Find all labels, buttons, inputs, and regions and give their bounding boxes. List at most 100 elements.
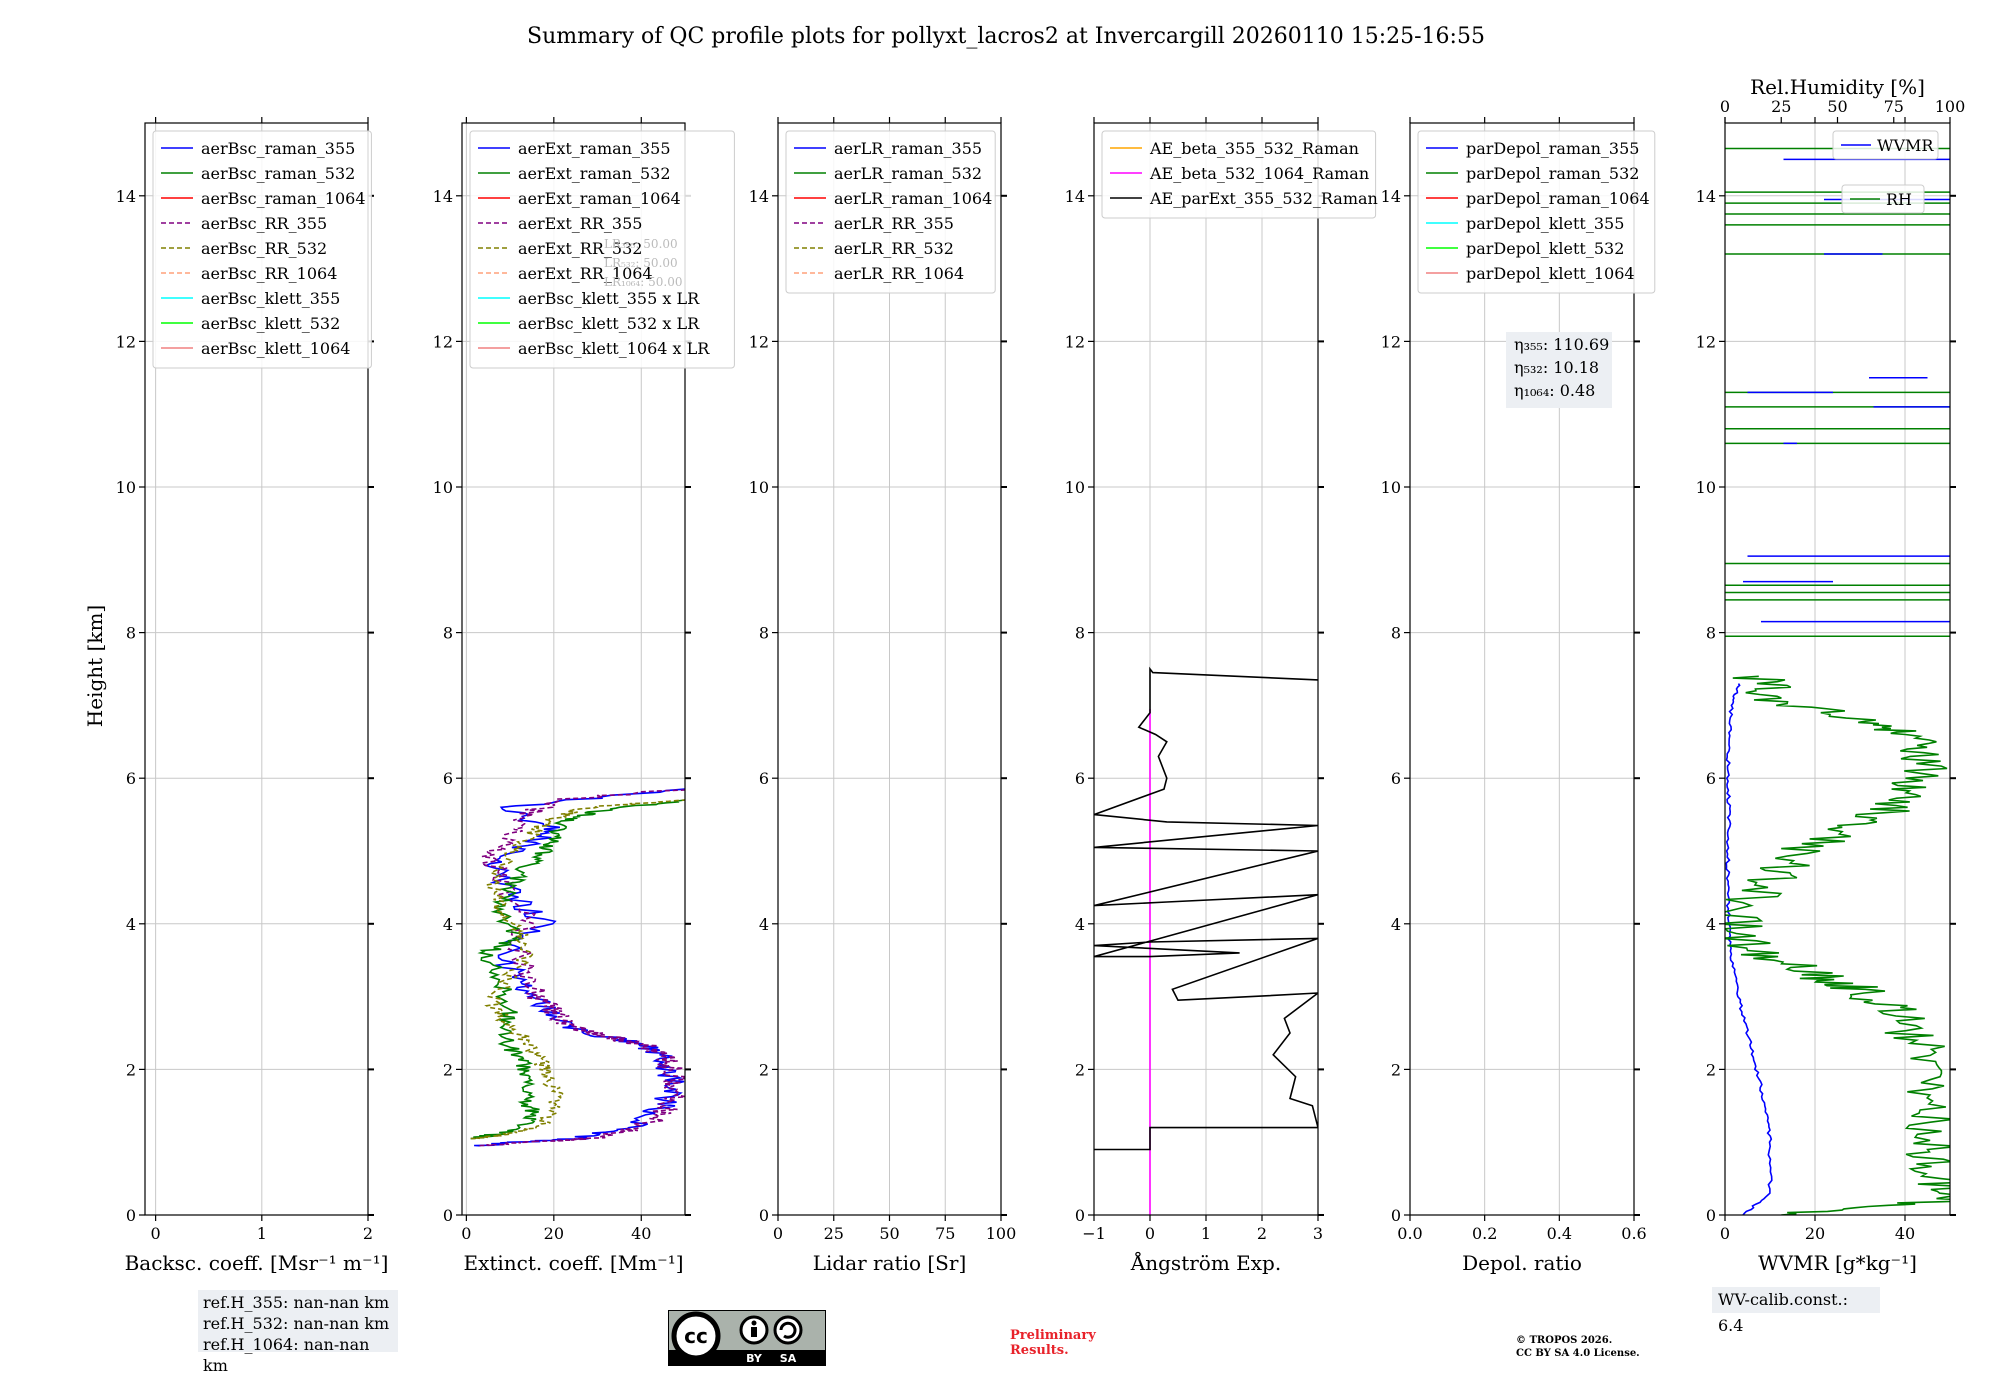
ref-height-355: ref.H_355: nan-nan km (203, 1293, 390, 1312)
y-tick-label: 8 (1706, 624, 1716, 643)
legend-label: RH (1886, 190, 1912, 209)
x-tick-label: 75 (935, 1224, 955, 1243)
y-tick-label: 6 (1706, 769, 1716, 788)
cc-icon (671, 1311, 721, 1361)
ref-height-532: ref.H_532: nan-nan km (203, 1314, 390, 1333)
cc-by-sa-logo: cc BY SA (668, 1310, 826, 1366)
series-aerExt_raman_532 (470, 799, 685, 1140)
y-tick-label: 8 (1075, 624, 1085, 643)
legend-label: aerBsc_raman_532 (201, 164, 355, 183)
y-tick-label: 2 (1075, 1060, 1085, 1079)
lidar-ratio-annotation: LR₁₀₆₄: 50.00 (604, 275, 682, 289)
legend-label: AE_parExt_355_532_Raman (1149, 189, 1378, 208)
ref-height-1064: ref.H_1064: nan-nan km (203, 1335, 370, 1375)
legend-label: aerBsc_klett_1064 x LR (518, 339, 710, 358)
y-tick-label: 14 (1696, 187, 1716, 206)
preliminary-line-1: Preliminary (1010, 1328, 1096, 1343)
series-RH (1725, 675, 1950, 1215)
legend-label: aerExt_raman_1064 (518, 189, 681, 208)
x-axis-label: Ångström Exp. (1130, 1250, 1281, 1275)
y-tick-label: 6 (759, 769, 769, 788)
legend-label: aerExt_raman_355 (518, 139, 671, 158)
wv-calibration-box: WV-calib.const.: 6.4 (1712, 1287, 1880, 1335)
y-tick-label: 2 (1706, 1060, 1716, 1079)
x-tick-label: 0.2 (1472, 1224, 1497, 1243)
y-tick-label: 2 (443, 1060, 453, 1079)
panel-frame (144, 122, 369, 1216)
y-axis-label: Height [km] (83, 605, 107, 727)
legend-label: aerExt_raman_532 (518, 164, 671, 183)
cc-badge-sa: SA (780, 1352, 797, 1365)
legend-box (469, 130, 735, 369)
series-aerExt_RR_532 (470, 799, 685, 1140)
legend-label: aerBsc_raman_1064 (201, 189, 366, 208)
x-tick-label: 0 (151, 1224, 161, 1243)
data-lines (470, 788, 685, 1147)
panel-wv: 0 2 4 6 8 10 12 14 0 20 40 WVMR [g*kg⁻¹] 0 25 50 75 100 R… (1696, 75, 1966, 1275)
legend-label: AE_beta_532_1064_Raman (1149, 164, 1369, 183)
legend-label: aerBsc_RR_355 (201, 214, 327, 233)
series-aerExt_raman_355 (474, 788, 685, 1147)
x-tick-label: 3 (1313, 1224, 1323, 1243)
y-tick-label: 8 (443, 624, 453, 643)
legend-label: parDepol_raman_355 (1466, 139, 1639, 158)
lidar-ratio-annotation: LR₅₃₂: 50.00 (604, 256, 678, 270)
legend-label: aerBsc_klett_532 x LR (518, 314, 700, 333)
top-x-axis-label: Rel.Humidity [%] (1750, 75, 1925, 99)
y-tick-label: 2 (1391, 1060, 1401, 1079)
legend-label: aerBsc_klett_532 (201, 314, 340, 333)
y-tick-label: 12 (116, 332, 136, 351)
y-tick-label: 12 (433, 332, 453, 351)
data-lines (1094, 666, 1318, 1215)
copyright-line-2: CC BY SA 4.0 License. (1516, 1348, 1640, 1359)
x-tick-label: 0 (1145, 1224, 1155, 1243)
y-tick-label: 2 (126, 1060, 136, 1079)
legend-box (1101, 130, 1377, 219)
legend-label: aerBsc_klett_355 (201, 289, 340, 308)
top-x-tick-label: 50 (1827, 97, 1847, 116)
x-tick-label: 40 (631, 1224, 651, 1243)
x-axis-label: Depol. ratio (1462, 1251, 1582, 1275)
legend-box (785, 130, 996, 294)
preliminary-notice: Preliminary Results. (1010, 1328, 1130, 1358)
top-x-tick-label: 75 (1884, 97, 1904, 116)
y-tick-label: 10 (1381, 478, 1401, 497)
top-x-tick-label: 25 (1771, 97, 1791, 116)
x-tick-label: 0 (1720, 1224, 1730, 1243)
y-tick-label: 6 (1075, 769, 1085, 788)
legend-label: parDepol_raman_532 (1466, 164, 1639, 183)
cc-badge-by: BY (746, 1352, 763, 1365)
panel-frame (1409, 122, 1635, 1216)
y-tick-label: 0 (1075, 1206, 1085, 1225)
eta-value: η₁₀₆₄: 0.48 (1514, 381, 1595, 400)
y-tick-label: 8 (126, 624, 136, 643)
y-tick-label: 8 (1391, 624, 1401, 643)
legend-label: aerBsc_raman_355 (201, 139, 355, 158)
x-tick-label: 50 (879, 1224, 899, 1243)
legend-label: WVMR (1877, 136, 1934, 155)
legend-label: parDepol_klett_355 (1466, 214, 1624, 233)
y-tick-label: 4 (443, 915, 453, 934)
x-tick-label: 1 (1201, 1224, 1211, 1243)
legend-label: aerBsc_RR_1064 (201, 264, 337, 283)
y-tick-label: 10 (433, 478, 453, 497)
y-tick-label: 0 (759, 1206, 769, 1225)
y-tick-label: 12 (749, 332, 769, 351)
x-axis-label: WVMR [g*kg⁻¹] (1758, 1251, 1917, 1275)
legend-label: aerBsc_klett_355 x LR (518, 289, 700, 308)
panel-frame (461, 122, 686, 1216)
x-tick-label: 20 (544, 1224, 564, 1243)
y-tick-label: 4 (759, 915, 769, 934)
y-tick-label: 12 (1696, 332, 1716, 351)
panel-frame (1724, 122, 1951, 1216)
x-tick-label: −1 (1082, 1224, 1106, 1243)
y-tick-label: 4 (1075, 915, 1085, 934)
panel-lr: 0 2 4 6 8 10 12 14 0 25 50 75 100 Lidar ratio [Sr] aer… (749, 117, 1016, 1275)
x-tick-label: 2 (1257, 1224, 1267, 1243)
legend-label: aerLR_raman_532 (834, 164, 982, 183)
y-tick-label: 10 (1065, 478, 1085, 497)
legend-box (1832, 130, 1939, 160)
legend-label: aerLR_RR_532 (834, 239, 954, 258)
series-aerExt_RR_355 (479, 789, 685, 1147)
